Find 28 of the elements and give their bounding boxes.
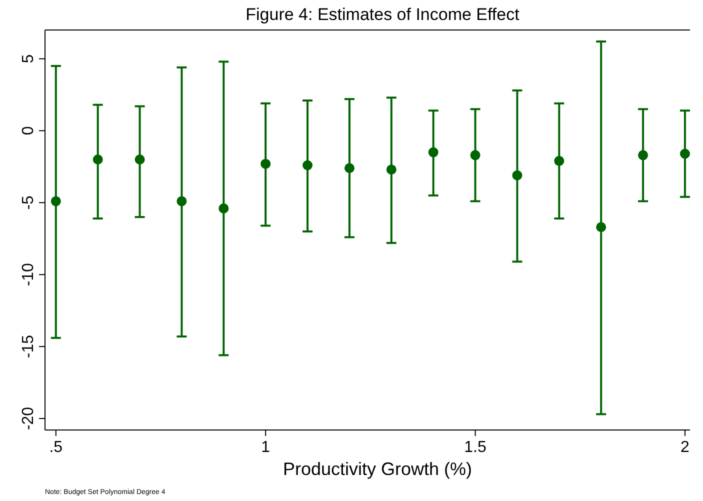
chart-title: Figure 4: Estimates of Income Effect — [246, 5, 520, 24]
x-tick-label: .5 — [49, 439, 63, 456]
point — [344, 163, 354, 174]
point — [554, 156, 564, 166]
y-tick-label: -20 — [20, 406, 37, 430]
x-axis-title: Productivity Growth (%) — [282, 459, 472, 479]
point — [218, 203, 229, 214]
point — [260, 158, 271, 169]
y-tick-label: 5 — [20, 54, 37, 64]
point — [428, 147, 438, 158]
y-tick-label: -15 — [20, 334, 37, 358]
point — [386, 164, 396, 175]
point — [302, 160, 313, 170]
point — [92, 154, 103, 164]
y-tick-label: 0 — [20, 126, 37, 136]
x-tick-label: 1.5 — [464, 439, 486, 456]
x-tick-label: 2 — [680, 439, 690, 456]
x-tick-label: 1 — [261, 439, 270, 456]
point — [596, 222, 606, 232]
point — [50, 196, 61, 206]
point — [134, 154, 145, 164]
y-tick-label: -10 — [20, 262, 37, 286]
point — [176, 196, 187, 206]
y-tick-label: -5 — [20, 195, 37, 210]
point — [680, 148, 690, 159]
point — [512, 170, 522, 180]
point — [470, 150, 480, 160]
point — [638, 150, 648, 160]
